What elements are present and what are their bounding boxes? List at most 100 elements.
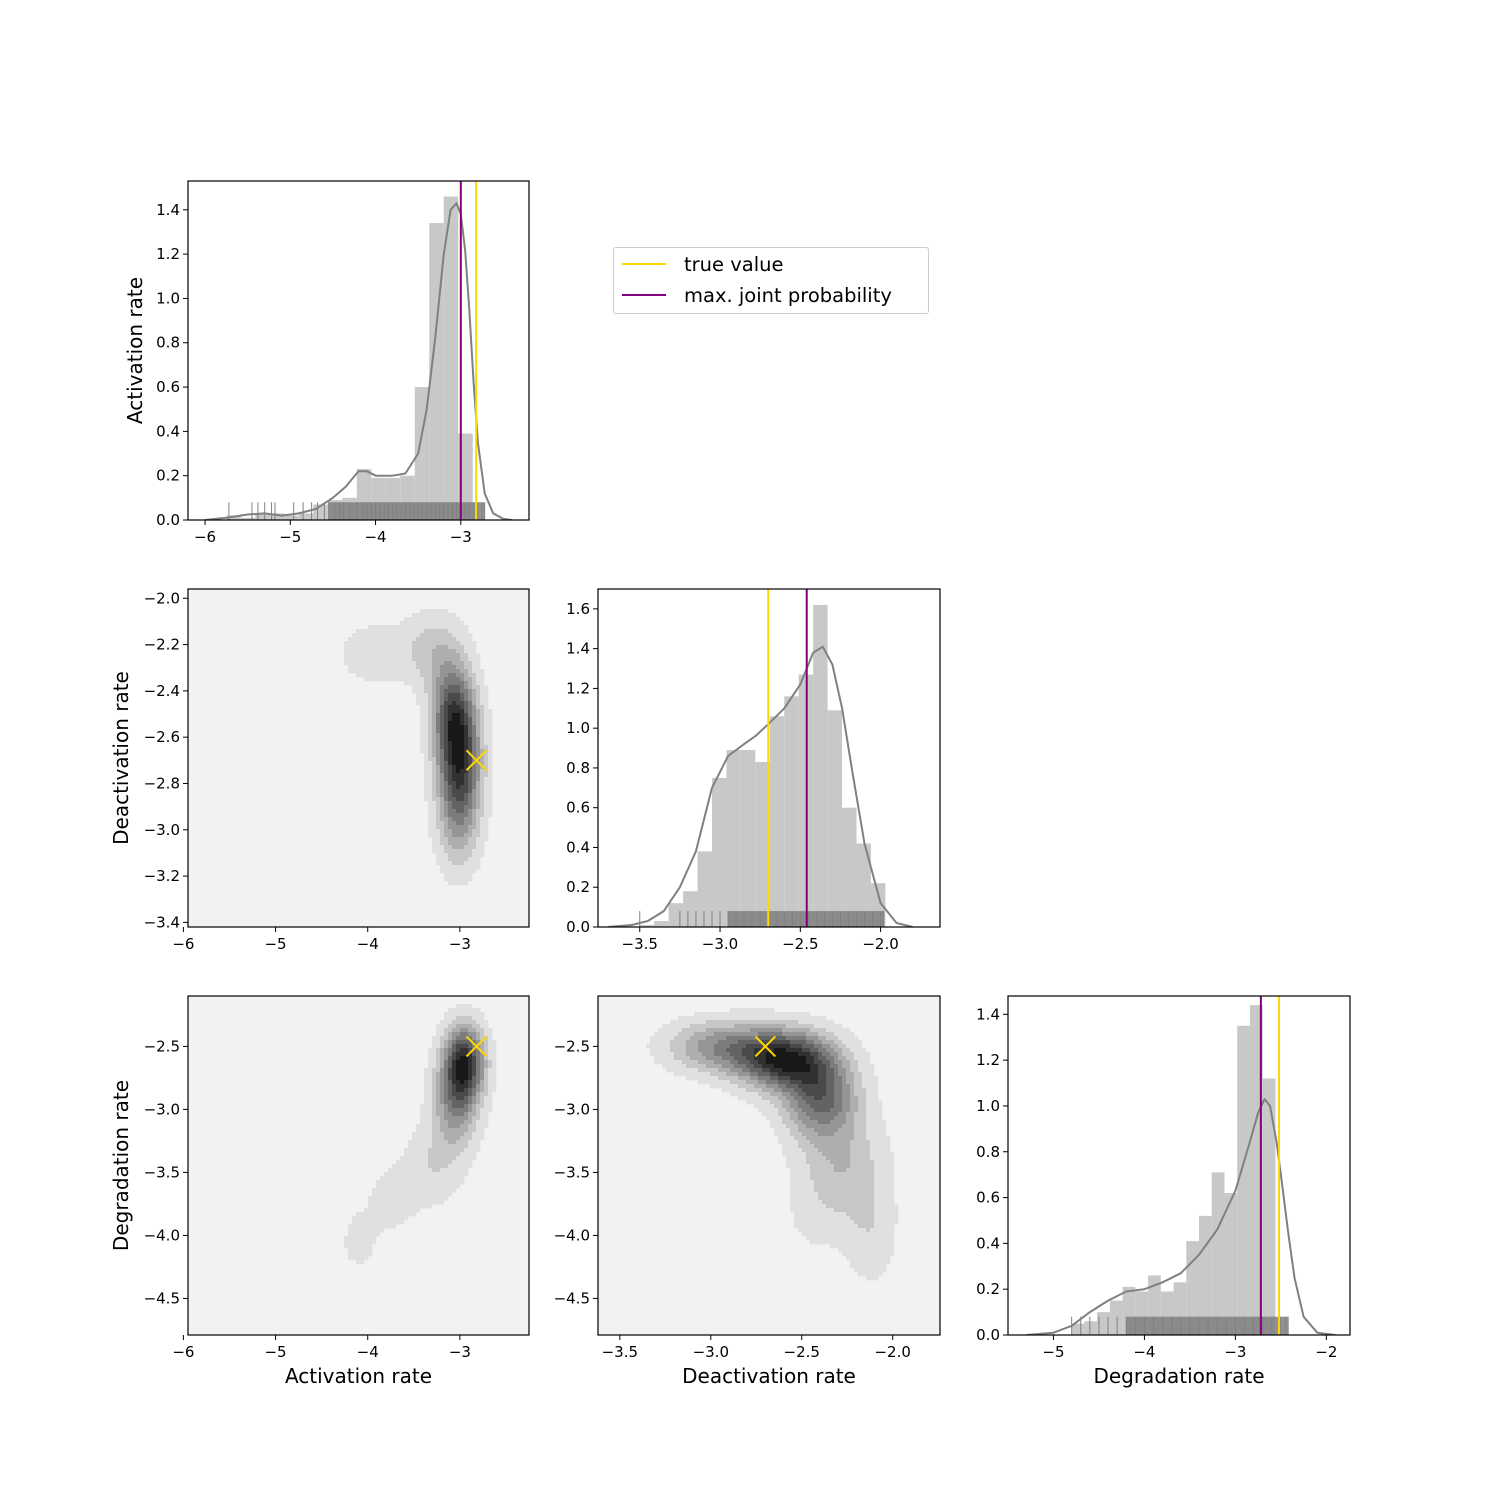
kde-cell (456, 697, 461, 702)
kde-cell (448, 649, 453, 654)
kde-cell (408, 645, 413, 650)
kde-cell (472, 753, 477, 758)
kde-cell (826, 1092, 831, 1097)
kde-cell (424, 1124, 429, 1129)
kde-cell (360, 1244, 365, 1249)
kde-cell (452, 733, 457, 738)
kde-cell (746, 1020, 751, 1025)
kde-cell (480, 721, 485, 726)
kde-cell (452, 673, 457, 678)
kde-cell (452, 1156, 457, 1161)
kde-cell (464, 701, 469, 706)
kde-cell (838, 1244, 843, 1249)
kde-cell (356, 1216, 361, 1221)
kde-cell (818, 1092, 823, 1097)
kde-cell (456, 1100, 461, 1105)
kde-cell (874, 1192, 879, 1197)
kde-cell (452, 789, 457, 794)
kde-cell (806, 1220, 811, 1225)
kde-cell (766, 1092, 771, 1097)
kde-cell (794, 1116, 799, 1121)
kde-cell (436, 653, 441, 658)
kde-cell (424, 717, 429, 722)
kde-cell (432, 641, 437, 646)
kde-cell (670, 1044, 675, 1049)
kde-cell (460, 1036, 465, 1041)
kde-cell (774, 1020, 779, 1025)
kde-cell (472, 773, 477, 778)
kde-cell (388, 1216, 393, 1221)
kde-cell (834, 1084, 839, 1089)
kde-cell (806, 1164, 811, 1169)
kde-cell (834, 1056, 839, 1061)
kde-cell (710, 1036, 715, 1041)
kde-cell (484, 741, 489, 746)
kde-cell (790, 1040, 795, 1045)
kde-cell (424, 613, 429, 618)
kde-cell (862, 1268, 867, 1273)
kde-cell (842, 1180, 847, 1185)
kde-cell (416, 613, 421, 618)
kde-cell (826, 1148, 831, 1153)
kde-cell (850, 1096, 855, 1101)
kde-cell (404, 1208, 409, 1213)
kde-cell (440, 801, 445, 806)
kde-cell (380, 1176, 385, 1181)
kde-cell (436, 649, 441, 654)
kde-cell (834, 1116, 839, 1121)
kde-cell (400, 1164, 405, 1169)
kde-cell (854, 1176, 859, 1181)
kde-cell (766, 1016, 771, 1021)
kde-cell (472, 1052, 477, 1057)
kde-cell (854, 1084, 859, 1089)
kde-cell (894, 1204, 899, 1209)
kde-cell (738, 1064, 743, 1069)
kde-cell (846, 1256, 851, 1261)
kde-cell (666, 1028, 671, 1033)
kde-cell (460, 1072, 465, 1077)
kde-cell (870, 1104, 875, 1109)
kde-cell (352, 645, 357, 650)
kde-cell (444, 725, 449, 730)
kde-cell (480, 749, 485, 754)
kde-cell (678, 1052, 683, 1057)
kde-cell (460, 689, 465, 694)
histogram-bar (1249, 1005, 1263, 1335)
kde-cell (436, 1116, 441, 1121)
kde-cell (822, 1112, 827, 1117)
kde-cell (428, 1136, 433, 1141)
kde-cell (870, 1248, 875, 1253)
kde-cell (650, 1048, 655, 1053)
kde-cell (488, 1044, 493, 1049)
kde-cell (372, 649, 377, 654)
kde-cell (428, 653, 433, 658)
kde-cell (456, 849, 461, 854)
kde-cell (858, 1228, 863, 1233)
kde-cell (444, 869, 449, 874)
kde-cell (874, 1264, 879, 1269)
kde-cell (428, 1108, 433, 1113)
kde-cell (484, 1064, 489, 1069)
kde-cell (810, 1240, 815, 1245)
kde-cell (480, 685, 485, 690)
kde-cell (866, 1072, 871, 1077)
kde-cell (456, 633, 461, 638)
kde-cell (714, 1084, 719, 1089)
kde-cell (448, 1112, 453, 1117)
kde-cell (750, 1036, 755, 1041)
kde-cell (440, 689, 445, 694)
kde-cell (448, 1092, 453, 1097)
kde-cell (448, 1176, 453, 1181)
kde-cell (424, 649, 429, 654)
kde-cell (798, 1028, 803, 1033)
kde-cell (786, 1160, 791, 1165)
kde-cell (408, 1168, 413, 1173)
kde-cell (742, 1056, 747, 1061)
kde-cell (778, 1116, 783, 1121)
kde-cell (778, 1056, 783, 1061)
kde-cell (802, 1072, 807, 1077)
kde-cell (878, 1212, 883, 1217)
kde-cell (384, 1188, 389, 1193)
kde-cell (440, 1032, 445, 1037)
kde-cell (428, 697, 433, 702)
